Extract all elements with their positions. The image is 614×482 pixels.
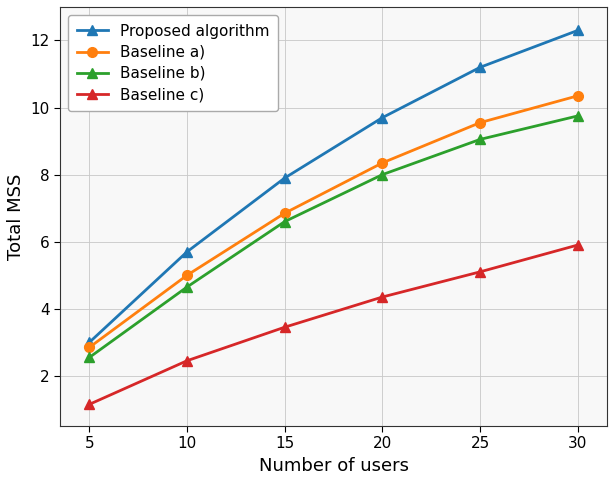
- Baseline c): [574, 242, 581, 248]
- Line: Baseline b): Baseline b): [85, 111, 583, 362]
- Baseline a): [184, 272, 191, 278]
- Baseline c): [476, 269, 484, 275]
- Line: Baseline a): Baseline a): [85, 91, 583, 352]
- Baseline c): [379, 294, 386, 300]
- Proposed algorithm: [574, 27, 581, 33]
- Baseline c): [281, 324, 289, 330]
- Legend: Proposed algorithm, Baseline a), Baseline b), Baseline c): Proposed algorithm, Baseline a), Baselin…: [68, 14, 278, 111]
- Proposed algorithm: [184, 249, 191, 254]
- Baseline a): [574, 93, 581, 99]
- Baseline c): [184, 358, 191, 363]
- Y-axis label: Total MSS: Total MSS: [7, 174, 25, 260]
- Baseline a): [379, 160, 386, 166]
- Proposed algorithm: [379, 115, 386, 120]
- Baseline b): [281, 219, 289, 225]
- Proposed algorithm: [86, 339, 93, 345]
- X-axis label: Number of users: Number of users: [258, 457, 408, 475]
- Line: Proposed algorithm: Proposed algorithm: [85, 26, 583, 347]
- Proposed algorithm: [281, 175, 289, 181]
- Baseline a): [476, 120, 484, 125]
- Baseline b): [379, 172, 386, 177]
- Baseline c): [86, 402, 93, 407]
- Baseline a): [281, 210, 289, 216]
- Baseline b): [574, 113, 581, 119]
- Baseline b): [184, 284, 191, 290]
- Proposed algorithm: [476, 65, 484, 70]
- Baseline a): [86, 345, 93, 350]
- Line: Baseline c): Baseline c): [85, 240, 583, 409]
- Baseline b): [86, 354, 93, 360]
- Baseline b): [476, 136, 484, 142]
